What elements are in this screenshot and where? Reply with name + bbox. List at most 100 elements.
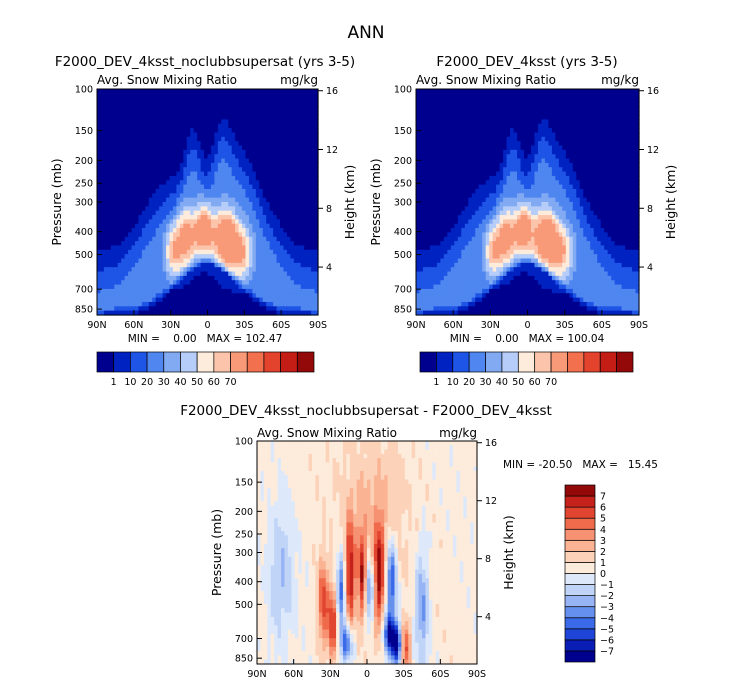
heatmap-cell xyxy=(176,132,181,138)
heatmap-cell xyxy=(503,162,508,168)
heatmap-cell xyxy=(510,110,515,116)
heatmap-cell xyxy=(252,175,257,181)
heatmap-cell xyxy=(162,158,167,164)
heatmap-cell xyxy=(138,306,143,312)
heatmap-cell xyxy=(307,262,312,268)
heatmap-cell xyxy=(162,271,167,277)
heatmap-cell xyxy=(248,301,253,307)
heatmap-cell xyxy=(280,119,285,125)
heatmap-cell xyxy=(169,171,174,177)
heatmap-cell xyxy=(269,180,274,186)
heatmap-cell xyxy=(204,288,209,294)
heatmap-cell xyxy=(107,149,112,155)
heatmap-cell xyxy=(280,254,285,260)
heatmap-cell xyxy=(304,145,309,151)
heatmap-cell xyxy=(179,267,184,273)
heatmap-cell xyxy=(300,306,305,312)
heatmap-cell xyxy=(262,245,267,251)
heatmap-cell xyxy=(443,132,448,138)
heatmap-cell xyxy=(273,284,278,290)
heatmap-cell xyxy=(426,154,431,160)
heatmap-cell xyxy=(124,102,129,107)
heatmap-cell xyxy=(590,175,595,181)
heatmap-cell xyxy=(457,175,462,181)
heatmap-cell xyxy=(551,119,556,125)
heatmap-cell xyxy=(293,223,298,229)
heatmap-cell xyxy=(210,97,215,103)
heatmap-cell xyxy=(114,275,119,281)
heatmap-cell xyxy=(159,136,164,142)
heatmap-cell xyxy=(141,115,146,121)
heatmap-cell xyxy=(583,184,588,190)
heatmap-cell xyxy=(576,106,581,112)
heatmap-cell xyxy=(242,254,247,260)
heatmap-cell xyxy=(148,149,153,155)
heatmap-cell xyxy=(176,197,181,203)
heatmap-cell xyxy=(183,167,188,173)
heatmap-cell xyxy=(231,284,236,290)
heatmap-cell xyxy=(152,215,157,220)
heatmap-cell xyxy=(97,297,102,303)
heatmap-cell xyxy=(242,89,247,94)
heatmap-cell xyxy=(190,267,195,273)
heatmap-cell xyxy=(162,215,167,220)
heatmap-cell xyxy=(103,215,108,220)
heatmap-cell xyxy=(166,267,171,273)
heatmap-cell xyxy=(457,167,462,173)
heatmap-cell xyxy=(114,123,119,129)
heatmap-cell xyxy=(248,232,253,238)
heatmap-cell xyxy=(628,171,633,177)
heatmap-cell xyxy=(183,97,188,103)
heatmap-cell xyxy=(517,180,522,186)
heatmap-cell xyxy=(416,119,421,125)
heatmap-cell xyxy=(110,167,115,173)
heatmap-cell xyxy=(286,119,291,125)
heatmap-cell xyxy=(255,149,260,155)
heatmap-cell xyxy=(492,154,497,160)
heatmap-cell xyxy=(314,115,319,121)
heatmap-cell xyxy=(197,167,202,173)
heatmap-cell xyxy=(179,202,184,207)
heatmap-cell xyxy=(290,149,295,155)
heatmap-cell xyxy=(614,193,619,199)
heatmap-cell xyxy=(433,136,438,142)
heatmap-cell xyxy=(172,219,178,225)
heatmap-cell xyxy=(276,132,281,138)
heatmap-cell xyxy=(117,141,122,147)
heatmap-cell xyxy=(138,132,143,138)
heatmap-cell xyxy=(520,110,525,116)
heatmap-cell xyxy=(259,102,264,107)
heatmap-cell xyxy=(541,180,546,186)
heatmap-cell xyxy=(266,89,271,94)
heatmap-cell xyxy=(283,149,288,155)
heatmap-cell xyxy=(558,162,563,168)
heatmap-cell xyxy=(259,97,264,103)
heatmap-cell xyxy=(499,128,504,134)
heatmap-cell xyxy=(162,241,167,247)
heatmap-cell xyxy=(176,115,181,121)
heatmap-cell xyxy=(478,136,483,142)
heatmap-cell xyxy=(242,123,247,129)
heatmap-cell xyxy=(300,136,305,142)
heatmap-cell xyxy=(235,89,240,94)
heatmap-cell xyxy=(190,262,195,268)
heatmap-cell xyxy=(551,184,556,190)
heatmap-cell xyxy=(145,267,150,273)
heatmap-cell xyxy=(242,284,247,290)
heatmap-cell xyxy=(121,115,126,121)
heatmap-cell xyxy=(307,284,312,290)
heatmap-cell xyxy=(544,89,549,94)
colorbar-label: 70 xyxy=(224,377,236,388)
heatmap-cell xyxy=(231,306,236,312)
heatmap-cell xyxy=(314,102,319,107)
heatmap-cell xyxy=(551,158,556,164)
heatmap-cell xyxy=(238,188,243,194)
heatmap-cell xyxy=(311,210,316,216)
heatmap-cell xyxy=(176,106,181,112)
heatmap-cell xyxy=(166,288,171,294)
heatmap-cell xyxy=(145,180,150,186)
heatmap-cell xyxy=(262,175,267,181)
heatmap-cell xyxy=(235,162,240,168)
heatmap-cell xyxy=(551,180,556,186)
heatmap-cell xyxy=(214,193,219,199)
